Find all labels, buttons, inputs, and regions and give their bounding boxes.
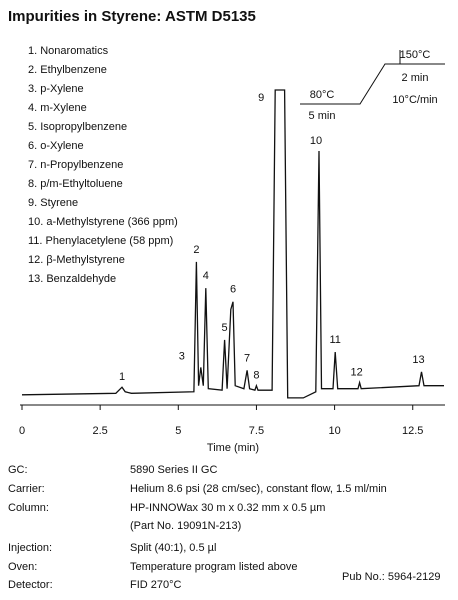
peak-label: 13	[412, 354, 424, 366]
x-tick-label: 12.5	[402, 425, 423, 437]
condition-value: 5890 Series II GC	[130, 464, 217, 476]
condition-value: HP-INNOWax 30 m x 0.32 mm x 0.5 µm	[130, 502, 325, 514]
x-tick-label: 7.5	[249, 425, 264, 437]
final-hold: 2 min	[402, 72, 429, 84]
compound: 8. p/m-Ethyltoluene	[28, 178, 123, 190]
compound: 3. p-Xylene	[28, 83, 84, 95]
condition-value: FID 270°C	[130, 579, 182, 591]
chromatogram-trace	[21, 89, 444, 399]
condition-label: GC:	[8, 464, 28, 476]
condition-label: Column:	[8, 502, 49, 514]
chart-title: Impurities in Styrene: ASTM D5135	[8, 8, 256, 25]
peak-label: 11	[330, 334, 341, 346]
x-axis-label: Time (min)	[207, 442, 259, 454]
condition-value: (Part No. 19091N-213)	[130, 520, 241, 532]
x-tick-label: 0	[19, 425, 25, 437]
compound: 11. Phenylacetylene (58 ppm)	[28, 235, 173, 247]
compound: 9. Styrene	[28, 197, 78, 209]
rate: 10°C/min	[392, 94, 437, 106]
peak-label: 5	[221, 322, 227, 334]
compound: 1. Nonaromatics	[28, 45, 109, 57]
condition-label: Injection:	[8, 542, 52, 554]
peak-label: 3	[179, 350, 185, 362]
condition-value: Helium 8.6 psi (28 cm/sec), constant flo…	[130, 483, 387, 495]
compound: 4. m-Xylene	[28, 102, 87, 114]
compound: 12. β-Methylstyrene	[28, 254, 125, 266]
compound: 7. n-Propylbenzene	[28, 159, 123, 171]
peak-label: 1	[119, 371, 125, 383]
condition-label: Detector:	[8, 579, 53, 591]
condition-value: Temperature program listed above	[130, 561, 298, 573]
peak-label: 10	[310, 135, 322, 147]
condition-label: Oven:	[8, 561, 37, 573]
temperature-program: 80°C 5 min 150°C 2 min 10°C/min	[300, 49, 445, 122]
pub-no: Pub No.: 5964-2129	[342, 571, 440, 583]
peak-label: 9	[258, 92, 264, 104]
temperature-profile	[300, 63, 445, 105]
peak-label: 12	[350, 367, 362, 379]
peak-label: 7	[244, 352, 250, 364]
initial-temp: 80°C	[310, 89, 335, 101]
compound: 2. Ethylbenzene	[28, 64, 107, 76]
initial-hold: 5 min	[309, 110, 336, 122]
x-tick-label: 2.5	[92, 425, 107, 437]
compound: 5. Isopropylbenzene	[28, 121, 127, 133]
compound: 6. o-Xylene	[28, 140, 84, 152]
peak-label: 6	[230, 284, 236, 296]
compound: 13. Benzaldehyde	[28, 273, 116, 285]
compound: 10. a-Methylstyrene (366 ppm)	[28, 216, 178, 228]
x-tick-label: 5	[175, 425, 181, 437]
condition-label: Carrier:	[8, 483, 45, 495]
final-temp: 150°C	[400, 49, 431, 61]
condition-value: Split (40:1), 0.5 µl	[130, 542, 216, 554]
peak-label: 2	[193, 244, 199, 256]
peak-label: 4	[203, 270, 209, 282]
x-tick-label: 10	[328, 425, 340, 437]
peak-label: 8	[253, 370, 259, 382]
